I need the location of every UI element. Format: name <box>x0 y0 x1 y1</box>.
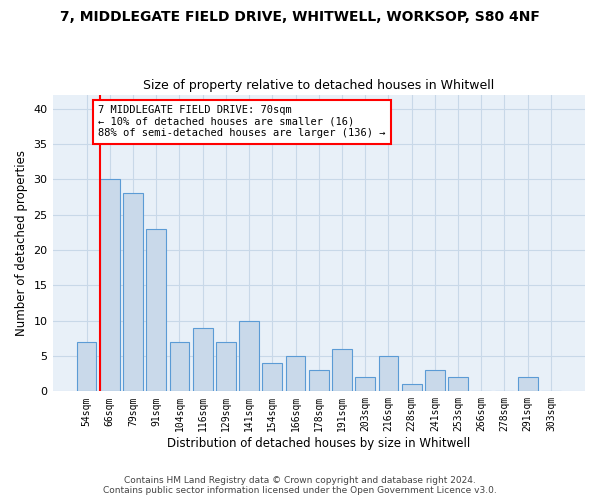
Bar <box>518 377 538 392</box>
Bar <box>77 342 97 392</box>
Bar <box>146 229 166 392</box>
Bar <box>402 384 422 392</box>
Text: 7 MIDDLEGATE FIELD DRIVE: 70sqm
← 10% of detached houses are smaller (16)
88% of: 7 MIDDLEGATE FIELD DRIVE: 70sqm ← 10% of… <box>98 105 386 138</box>
Bar <box>193 328 212 392</box>
Bar <box>448 377 468 392</box>
Text: 7, MIDDLEGATE FIELD DRIVE, WHITWELL, WORKSOP, S80 4NF: 7, MIDDLEGATE FIELD DRIVE, WHITWELL, WOR… <box>60 10 540 24</box>
Bar <box>379 356 398 392</box>
Bar <box>123 194 143 392</box>
Title: Size of property relative to detached houses in Whitwell: Size of property relative to detached ho… <box>143 79 494 92</box>
Bar <box>100 180 119 392</box>
Bar <box>309 370 329 392</box>
Bar <box>425 370 445 392</box>
Text: Contains HM Land Registry data © Crown copyright and database right 2024.
Contai: Contains HM Land Registry data © Crown c… <box>103 476 497 495</box>
Bar <box>332 349 352 392</box>
Bar <box>170 342 190 392</box>
Bar <box>262 363 282 392</box>
X-axis label: Distribution of detached houses by size in Whitwell: Distribution of detached houses by size … <box>167 437 470 450</box>
Bar <box>216 342 236 392</box>
Bar <box>286 356 305 392</box>
Bar <box>355 377 375 392</box>
Bar <box>239 320 259 392</box>
Y-axis label: Number of detached properties: Number of detached properties <box>15 150 28 336</box>
